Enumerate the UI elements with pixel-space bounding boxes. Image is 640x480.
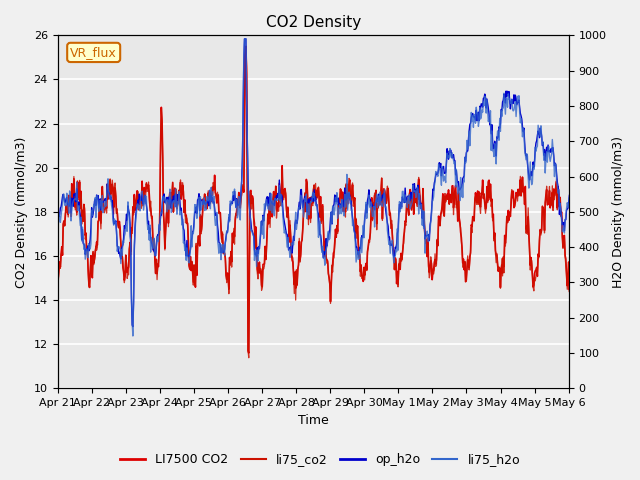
- Legend: LI7500 CO2, li75_co2, op_h2o, li75_h2o: LI7500 CO2, li75_co2, op_h2o, li75_h2o: [115, 448, 525, 471]
- Y-axis label: H2O Density (mmol/m3): H2O Density (mmol/m3): [612, 136, 625, 288]
- Title: CO2 Density: CO2 Density: [266, 15, 361, 30]
- Text: VR_flux: VR_flux: [70, 46, 117, 59]
- Y-axis label: CO2 Density (mmol/m3): CO2 Density (mmol/m3): [15, 136, 28, 288]
- X-axis label: Time: Time: [298, 414, 328, 427]
